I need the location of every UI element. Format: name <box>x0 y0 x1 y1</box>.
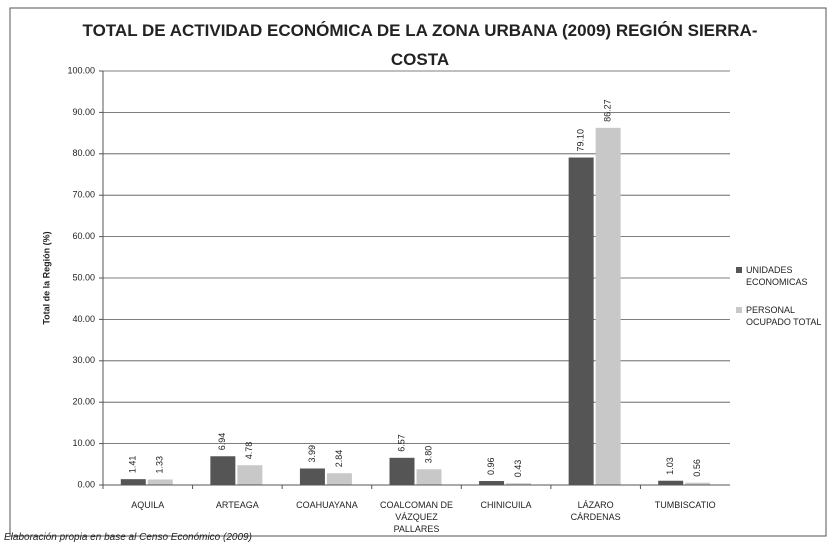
bar <box>299 468 325 485</box>
legend-swatch <box>736 267 742 273</box>
bar <box>506 483 532 485</box>
data-label: 2.84 <box>334 450 344 468</box>
bar <box>658 480 684 485</box>
data-label: 1.41 <box>128 456 138 474</box>
legend-label: PERSONAL OCUPADO TOTAL <box>746 305 822 327</box>
y-tick-label: 70.00 <box>72 190 95 200</box>
y-tick-label: 80.00 <box>72 148 95 158</box>
x-tick-label: CHINICUILA <box>480 500 532 510</box>
data-label: 86.27 <box>603 99 613 122</box>
y-tick-label: 20.00 <box>72 397 95 407</box>
legend-swatch <box>736 307 742 313</box>
bar <box>147 479 173 485</box>
y-tick-label: 60.00 <box>72 231 95 241</box>
data-label: 0.43 <box>513 460 523 478</box>
y-tick-label: 40.00 <box>72 314 95 324</box>
bar <box>416 469 442 485</box>
data-label: 6.94 <box>217 433 227 451</box>
bar <box>685 482 711 485</box>
bar <box>326 473 352 485</box>
x-tick-label: LÁZARO CÁRDENAS <box>570 500 621 522</box>
bar <box>210 456 236 485</box>
y-tick-label: 0.00 <box>77 479 95 489</box>
data-label: 1.33 <box>155 456 165 474</box>
y-tick-label: 30.00 <box>72 355 95 365</box>
x-tick-label: AQUILA <box>131 500 165 510</box>
x-tick-label: COAHUAYANA <box>296 500 358 510</box>
bar <box>120 479 146 485</box>
x-tick-label: TUMBISCATIO <box>654 500 716 510</box>
data-label: 0.56 <box>692 459 702 477</box>
data-label: 1.03 <box>665 457 675 475</box>
data-label: 3.80 <box>423 446 433 464</box>
source-note: Elaboración propia en base al Censo Econ… <box>4 532 252 543</box>
chart-title: TOTAL DE ACTIVIDAD ECONÓMICA DE LA ZONA … <box>82 21 758 69</box>
y-tick-label: 50.00 <box>72 272 95 282</box>
bar <box>389 457 415 485</box>
y-tick-label: 90.00 <box>72 107 95 117</box>
y-tick-label: 10.00 <box>72 438 95 448</box>
bar <box>479 481 505 485</box>
data-label: 79.10 <box>576 129 586 152</box>
x-tick-label: ARTEAGA <box>215 500 259 510</box>
data-label: 6.57 <box>396 434 406 452</box>
data-label: 3.99 <box>307 445 317 463</box>
y-tick-label: 100.00 <box>67 65 95 75</box>
frame <box>9 7 827 537</box>
data-label: 0.96 <box>486 457 496 475</box>
y-axis-label: Total de la Región (%) <box>41 231 51 324</box>
bar <box>595 127 621 486</box>
data-label: 4.78 <box>244 442 254 460</box>
bar <box>237 465 263 485</box>
x-tick-label: COALCOMAN DE VÁZQUEZ PALLARES <box>379 500 453 534</box>
bar <box>568 157 594 485</box>
legend-label: UNIDADES ECONOMICAS <box>746 265 808 287</box>
